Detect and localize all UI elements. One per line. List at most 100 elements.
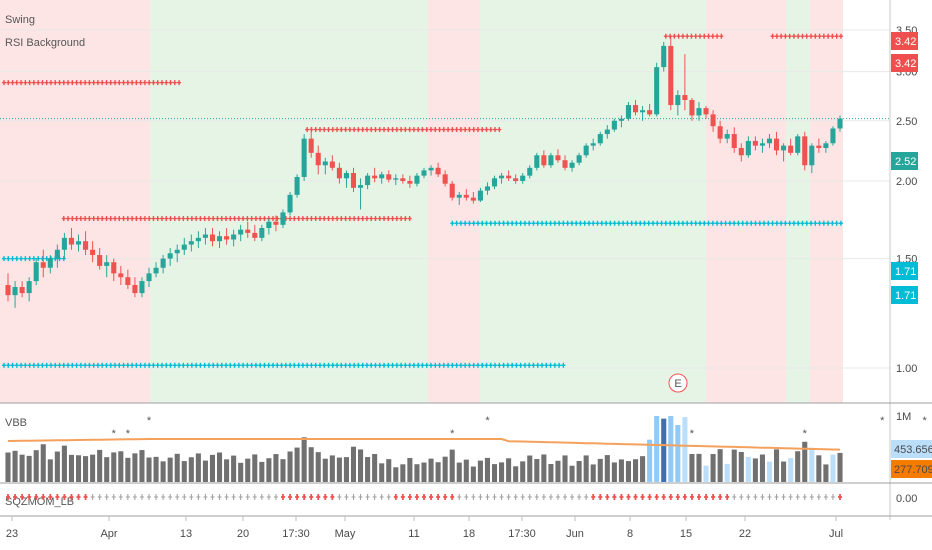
candle-body	[358, 185, 364, 188]
volume-bar	[104, 457, 110, 482]
rsi-background-band	[0, 0, 150, 403]
volume-bar	[33, 450, 39, 482]
candle-body	[266, 221, 272, 229]
candle-body	[830, 128, 836, 144]
volume-bar	[604, 455, 610, 482]
candle-body	[724, 134, 730, 139]
volume-bar	[611, 462, 617, 482]
candle-body	[238, 229, 244, 235]
volume-bar	[308, 447, 314, 482]
rsi-background-band	[428, 0, 480, 403]
volume-bar	[393, 467, 399, 482]
candle-body	[774, 138, 780, 151]
candle-body	[294, 176, 300, 195]
volume-bar	[252, 454, 258, 482]
volume-bar	[752, 458, 758, 482]
candle-body	[513, 178, 519, 181]
volume-bar	[562, 455, 568, 482]
candle-body	[54, 249, 60, 259]
volume-bar	[400, 464, 406, 482]
candle-body	[477, 190, 483, 201]
price-badge-label: 1.71	[895, 290, 916, 302]
time-axis-label: 11	[408, 528, 419, 540]
rsi-background-band	[300, 0, 428, 403]
candle-body	[689, 100, 695, 116]
volume-bar	[717, 449, 723, 482]
candle-body	[372, 175, 378, 179]
volume-bar	[294, 447, 300, 482]
candle-body	[548, 155, 554, 166]
volume-bar	[520, 461, 526, 482]
volume-bar	[816, 455, 822, 482]
volume-bar	[837, 452, 843, 482]
volume-bar	[365, 457, 371, 482]
candle-body	[569, 162, 575, 168]
volume-bar	[19, 454, 25, 482]
volume-bar	[245, 458, 251, 482]
volume-bar	[54, 451, 60, 482]
candle-body	[400, 178, 406, 181]
candle-body	[717, 126, 723, 139]
candle-body	[823, 143, 829, 149]
price-badge-label: 1.71	[895, 266, 916, 278]
volume-bar	[350, 446, 357, 482]
volume-bar	[174, 453, 180, 482]
candle-body	[111, 262, 117, 274]
volume-star-marker: *	[126, 428, 131, 440]
candle-body	[167, 253, 173, 259]
volume-bar	[781, 461, 787, 482]
volume-bar	[68, 454, 74, 482]
candle-body	[350, 173, 357, 188]
volume-bar	[703, 465, 709, 482]
volume-bar	[322, 458, 328, 482]
volume-bar	[484, 457, 490, 482]
volume-bar	[139, 450, 145, 482]
volume-bar	[195, 453, 201, 482]
candle-body	[463, 194, 469, 198]
candle-body	[259, 228, 265, 238]
volume-bar	[823, 464, 829, 482]
volume-bar	[188, 457, 194, 482]
volume-bar	[26, 455, 32, 482]
time-axis-label: 18	[463, 528, 475, 540]
candle-body	[759, 143, 765, 146]
candle-body	[421, 170, 427, 176]
volume-bar	[647, 439, 653, 482]
candle-body	[315, 152, 321, 166]
volume-star-marker: *	[803, 428, 808, 440]
volume-star-marker: *	[922, 415, 927, 427]
indicator-label: Swing	[5, 14, 35, 26]
candle-body	[139, 281, 145, 294]
volume-bar	[358, 449, 364, 482]
indicator-label: RSI Background	[5, 37, 85, 49]
volume-bar	[238, 462, 244, 482]
volume-star-marker: *	[450, 428, 455, 440]
volume-bar	[435, 462, 441, 482]
price-badge-label: 2.52	[895, 156, 916, 168]
volume-bar	[132, 453, 138, 482]
volume-bar	[224, 459, 230, 482]
volume-bar	[421, 462, 427, 482]
volume-bar	[97, 449, 103, 482]
candle-body	[202, 234, 208, 238]
candle-body	[428, 167, 434, 171]
time-axis-label: Jun	[566, 528, 584, 540]
candle-body	[224, 236, 230, 240]
volume-bar	[830, 454, 836, 482]
candle-body	[118, 273, 124, 278]
candle-body	[470, 197, 476, 201]
volume-bar	[618, 459, 624, 482]
volume-bar	[231, 455, 237, 482]
volume-bar	[583, 455, 589, 482]
candle-body	[632, 105, 639, 113]
volume-tick-label: 1M	[896, 411, 911, 423]
volume-bar	[315, 452, 321, 482]
volume-bar	[668, 416, 674, 482]
volume-bar	[414, 464, 420, 482]
candle-body	[435, 167, 441, 175]
volume-bar	[47, 459, 53, 482]
volume-bar	[710, 454, 716, 482]
candle-body	[301, 138, 307, 177]
candle-body	[555, 155, 561, 161]
